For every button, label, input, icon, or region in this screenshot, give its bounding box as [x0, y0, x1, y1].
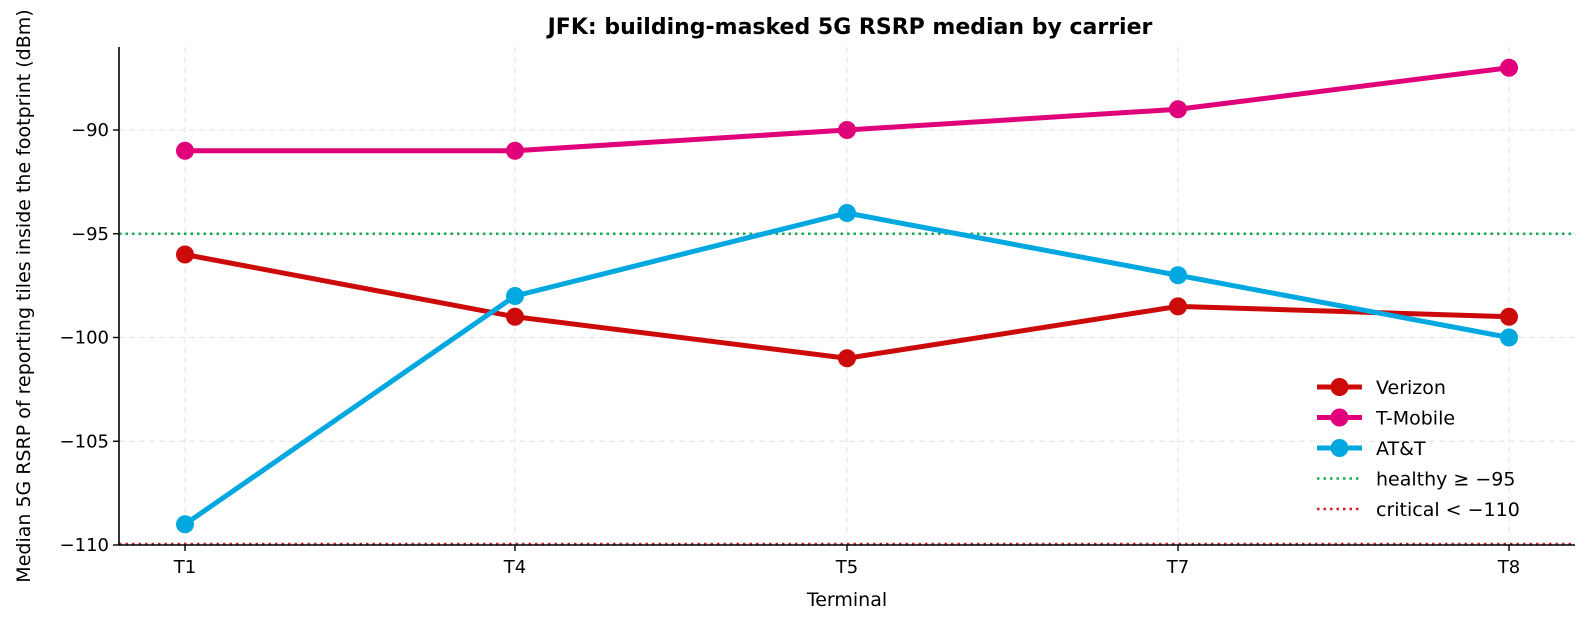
legend-label: T-Mobile [1375, 408, 1455, 430]
chart-title: JFK: building-masked 5G RSRP median by c… [546, 15, 1153, 40]
data-point [1169, 297, 1187, 316]
legend-label: AT&T [1376, 438, 1426, 460]
y-tick-label: −105 [60, 431, 109, 452]
x-tick-label: T8 [1497, 557, 1520, 578]
data-point [1169, 100, 1187, 119]
x-axis-label: Terminal [806, 589, 887, 611]
data-point [838, 349, 856, 368]
x-tick-label: T7 [1166, 557, 1189, 578]
data-point [176, 141, 194, 160]
legend-swatch-marker [1330, 408, 1349, 427]
y-tick-label: −95 [71, 224, 109, 245]
data-point [838, 204, 856, 222]
x-tick-label: T1 [173, 557, 196, 578]
data-point [1500, 58, 1518, 77]
data-point [506, 287, 524, 305]
ticks: T1 T4 T5 T7 T8 −110 −105 −100 −95 −90 [60, 120, 1521, 578]
data-point [176, 245, 194, 264]
y-tick-label: −90 [71, 120, 109, 141]
data-point [1500, 307, 1518, 326]
data-point [506, 307, 524, 326]
y-tick-label: −110 [60, 535, 109, 556]
data-point [506, 141, 524, 160]
legend-swatch-marker [1330, 378, 1349, 396]
data-point [1169, 266, 1187, 285]
legend-label: Verizon [1376, 377, 1446, 399]
series [176, 58, 1518, 534]
reference-lines [119, 232, 1575, 546]
data-point [1500, 328, 1518, 347]
y-axis-label: Median 5G RSRP of reporting tiles inside… [13, 9, 35, 582]
legend-swatch-marker [1330, 439, 1349, 457]
legend-label: critical < −110 [1376, 499, 1520, 521]
legend: Verizon T-Mobile AT&T healthy ≥ −95 critical… [1317, 377, 1520, 521]
x-tick-label: T5 [835, 557, 858, 578]
y-tick-label: −100 [60, 328, 109, 349]
data-point [838, 121, 856, 139]
data-point [176, 515, 194, 534]
x-tick-label: T4 [503, 557, 526, 578]
legend-label: healthy ≥ −95 [1376, 469, 1516, 491]
